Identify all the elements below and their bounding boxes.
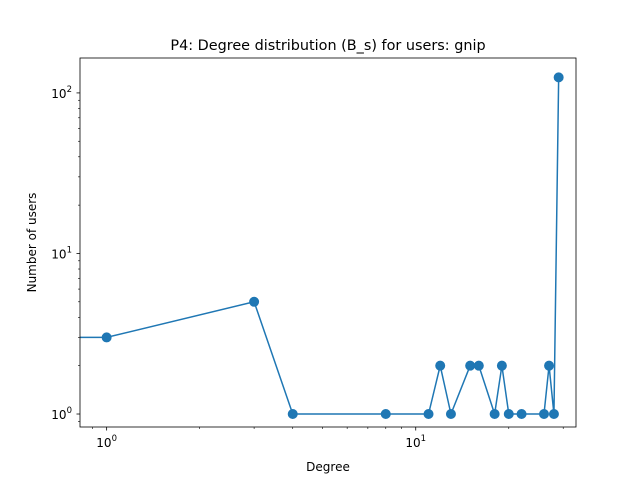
data-point	[553, 72, 564, 83]
plot-frame	[79, 57, 577, 428]
y-axis-label: Number of users	[25, 193, 39, 293]
data-point	[465, 360, 476, 371]
data-point	[423, 409, 434, 420]
data-point	[496, 360, 507, 371]
data-point	[473, 360, 484, 371]
y-tick-label: 101	[51, 245, 72, 261]
data-point	[249, 296, 260, 307]
y-tick-label: 102	[51, 85, 72, 101]
data-point	[380, 409, 391, 420]
x-axis-ticks: 100 101	[92, 427, 564, 450]
y-axis-ticks: 100 101 102	[51, 85, 80, 422]
x-axis-label: Degree	[306, 460, 350, 474]
plot-content	[80, 72, 564, 420]
data-point	[435, 360, 446, 371]
chart-title: P4: Degree distribution (B_s) for users:…	[170, 38, 485, 54]
data-point	[503, 409, 514, 420]
data-point	[539, 409, 549, 420]
data-point	[287, 409, 298, 420]
data-point	[489, 409, 500, 420]
data-point	[544, 360, 555, 371]
data-point	[548, 409, 559, 420]
data-point	[516, 409, 527, 420]
x-tick-label: 100	[96, 434, 117, 450]
x-tick-label: 101	[405, 434, 426, 450]
series	[80, 72, 564, 420]
data-point	[445, 409, 456, 420]
data-point	[101, 332, 112, 343]
y-tick-label: 100	[51, 406, 72, 422]
